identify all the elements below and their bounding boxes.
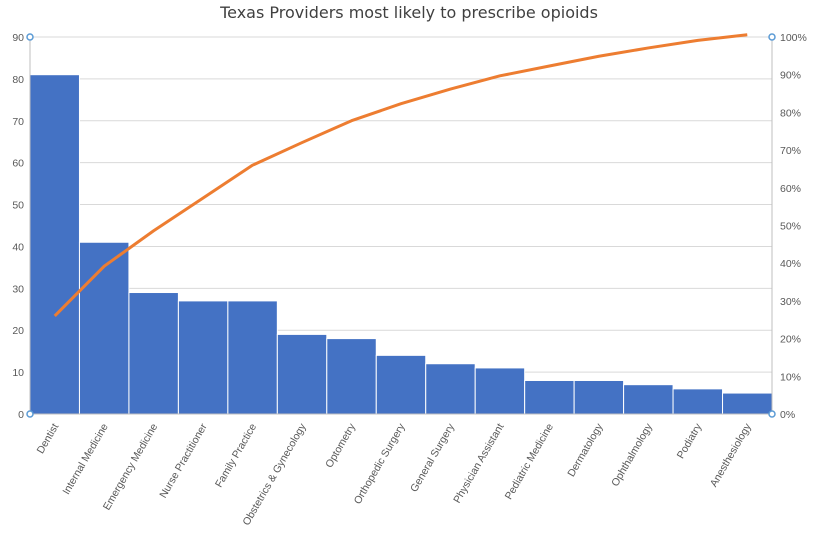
bar[interactable]: [474, 367, 526, 415]
x-tick-label: Dermatology: [565, 421, 606, 479]
x-tick-label: Internal Medicine: [60, 421, 110, 496]
y2-tick-label: 0%: [780, 409, 795, 421]
y-tick-label: 90: [12, 32, 24, 44]
bar[interactable]: [672, 388, 724, 415]
x-tick-label: General Surgery: [408, 421, 457, 494]
bar[interactable]: [29, 74, 80, 415]
y2-tick-label: 80%: [780, 107, 801, 119]
x-tick-label: Dentist: [35, 421, 62, 455]
bar[interactable]: [425, 363, 476, 415]
y-tick-label: 50: [12, 200, 24, 212]
x-tick-label: Nurse Practitioner: [157, 421, 210, 500]
y2-tick-label: 40%: [780, 258, 801, 270]
y-tick-label: 0: [18, 409, 24, 421]
bar[interactable]: [276, 333, 328, 415]
bar[interactable]: [623, 384, 674, 415]
selection-handle[interactable]: [768, 33, 776, 41]
selection-handle[interactable]: [26, 33, 34, 41]
y2-tick-label: 60%: [780, 183, 801, 195]
y-tick-label: 80: [12, 74, 24, 86]
y-tick-label: 60: [12, 158, 24, 170]
x-tick-label: Optometry: [323, 421, 358, 470]
cumulative-line[interactable]: [53, 33, 748, 318]
x-tick-label: Anesthesiology: [708, 421, 754, 489]
bar[interactable]: [573, 379, 625, 415]
y2-tick-label: 30%: [780, 296, 801, 308]
bar[interactable]: [524, 379, 575, 415]
bar[interactable]: [177, 300, 229, 415]
bar[interactable]: [722, 392, 773, 415]
x-tick-label: Family Practice: [213, 421, 259, 489]
x-tick-label: Orthopedic Surgery: [352, 421, 408, 506]
y-tick-label: 30: [12, 283, 24, 295]
selection-handle[interactable]: [26, 410, 34, 418]
bar[interactable]: [227, 300, 278, 415]
x-tick-label: Physician Assistant: [451, 421, 506, 505]
bar[interactable]: [375, 354, 427, 415]
y-tick-label: 40: [12, 241, 24, 253]
selection-handle[interactable]: [768, 410, 776, 418]
y2-tick-label: 90%: [780, 70, 801, 82]
y2-tick-label: 10%: [780, 371, 801, 383]
y2-tick-label: 50%: [780, 221, 801, 233]
x-tick-label: Podiatry: [675, 421, 705, 461]
y-tick-label: 10: [12, 367, 24, 379]
y-tick-label: 70: [12, 116, 24, 128]
bar[interactable]: [78, 241, 130, 415]
x-tick-label: Emergency Medicine: [101, 421, 160, 512]
bar[interactable]: [326, 338, 377, 415]
x-tick-label: Pediatric Medicine: [503, 421, 556, 501]
bar[interactable]: [128, 292, 179, 415]
y2-tick-label: 70%: [780, 145, 801, 157]
y2-tick-label: 20%: [780, 334, 801, 346]
x-tick-label: Ophthalmology: [609, 421, 655, 489]
y2-tick-label: 100%: [780, 32, 807, 44]
chart-title: Texas Providers most likely to prescribe…: [220, 3, 598, 22]
y-tick-label: 20: [12, 325, 24, 337]
